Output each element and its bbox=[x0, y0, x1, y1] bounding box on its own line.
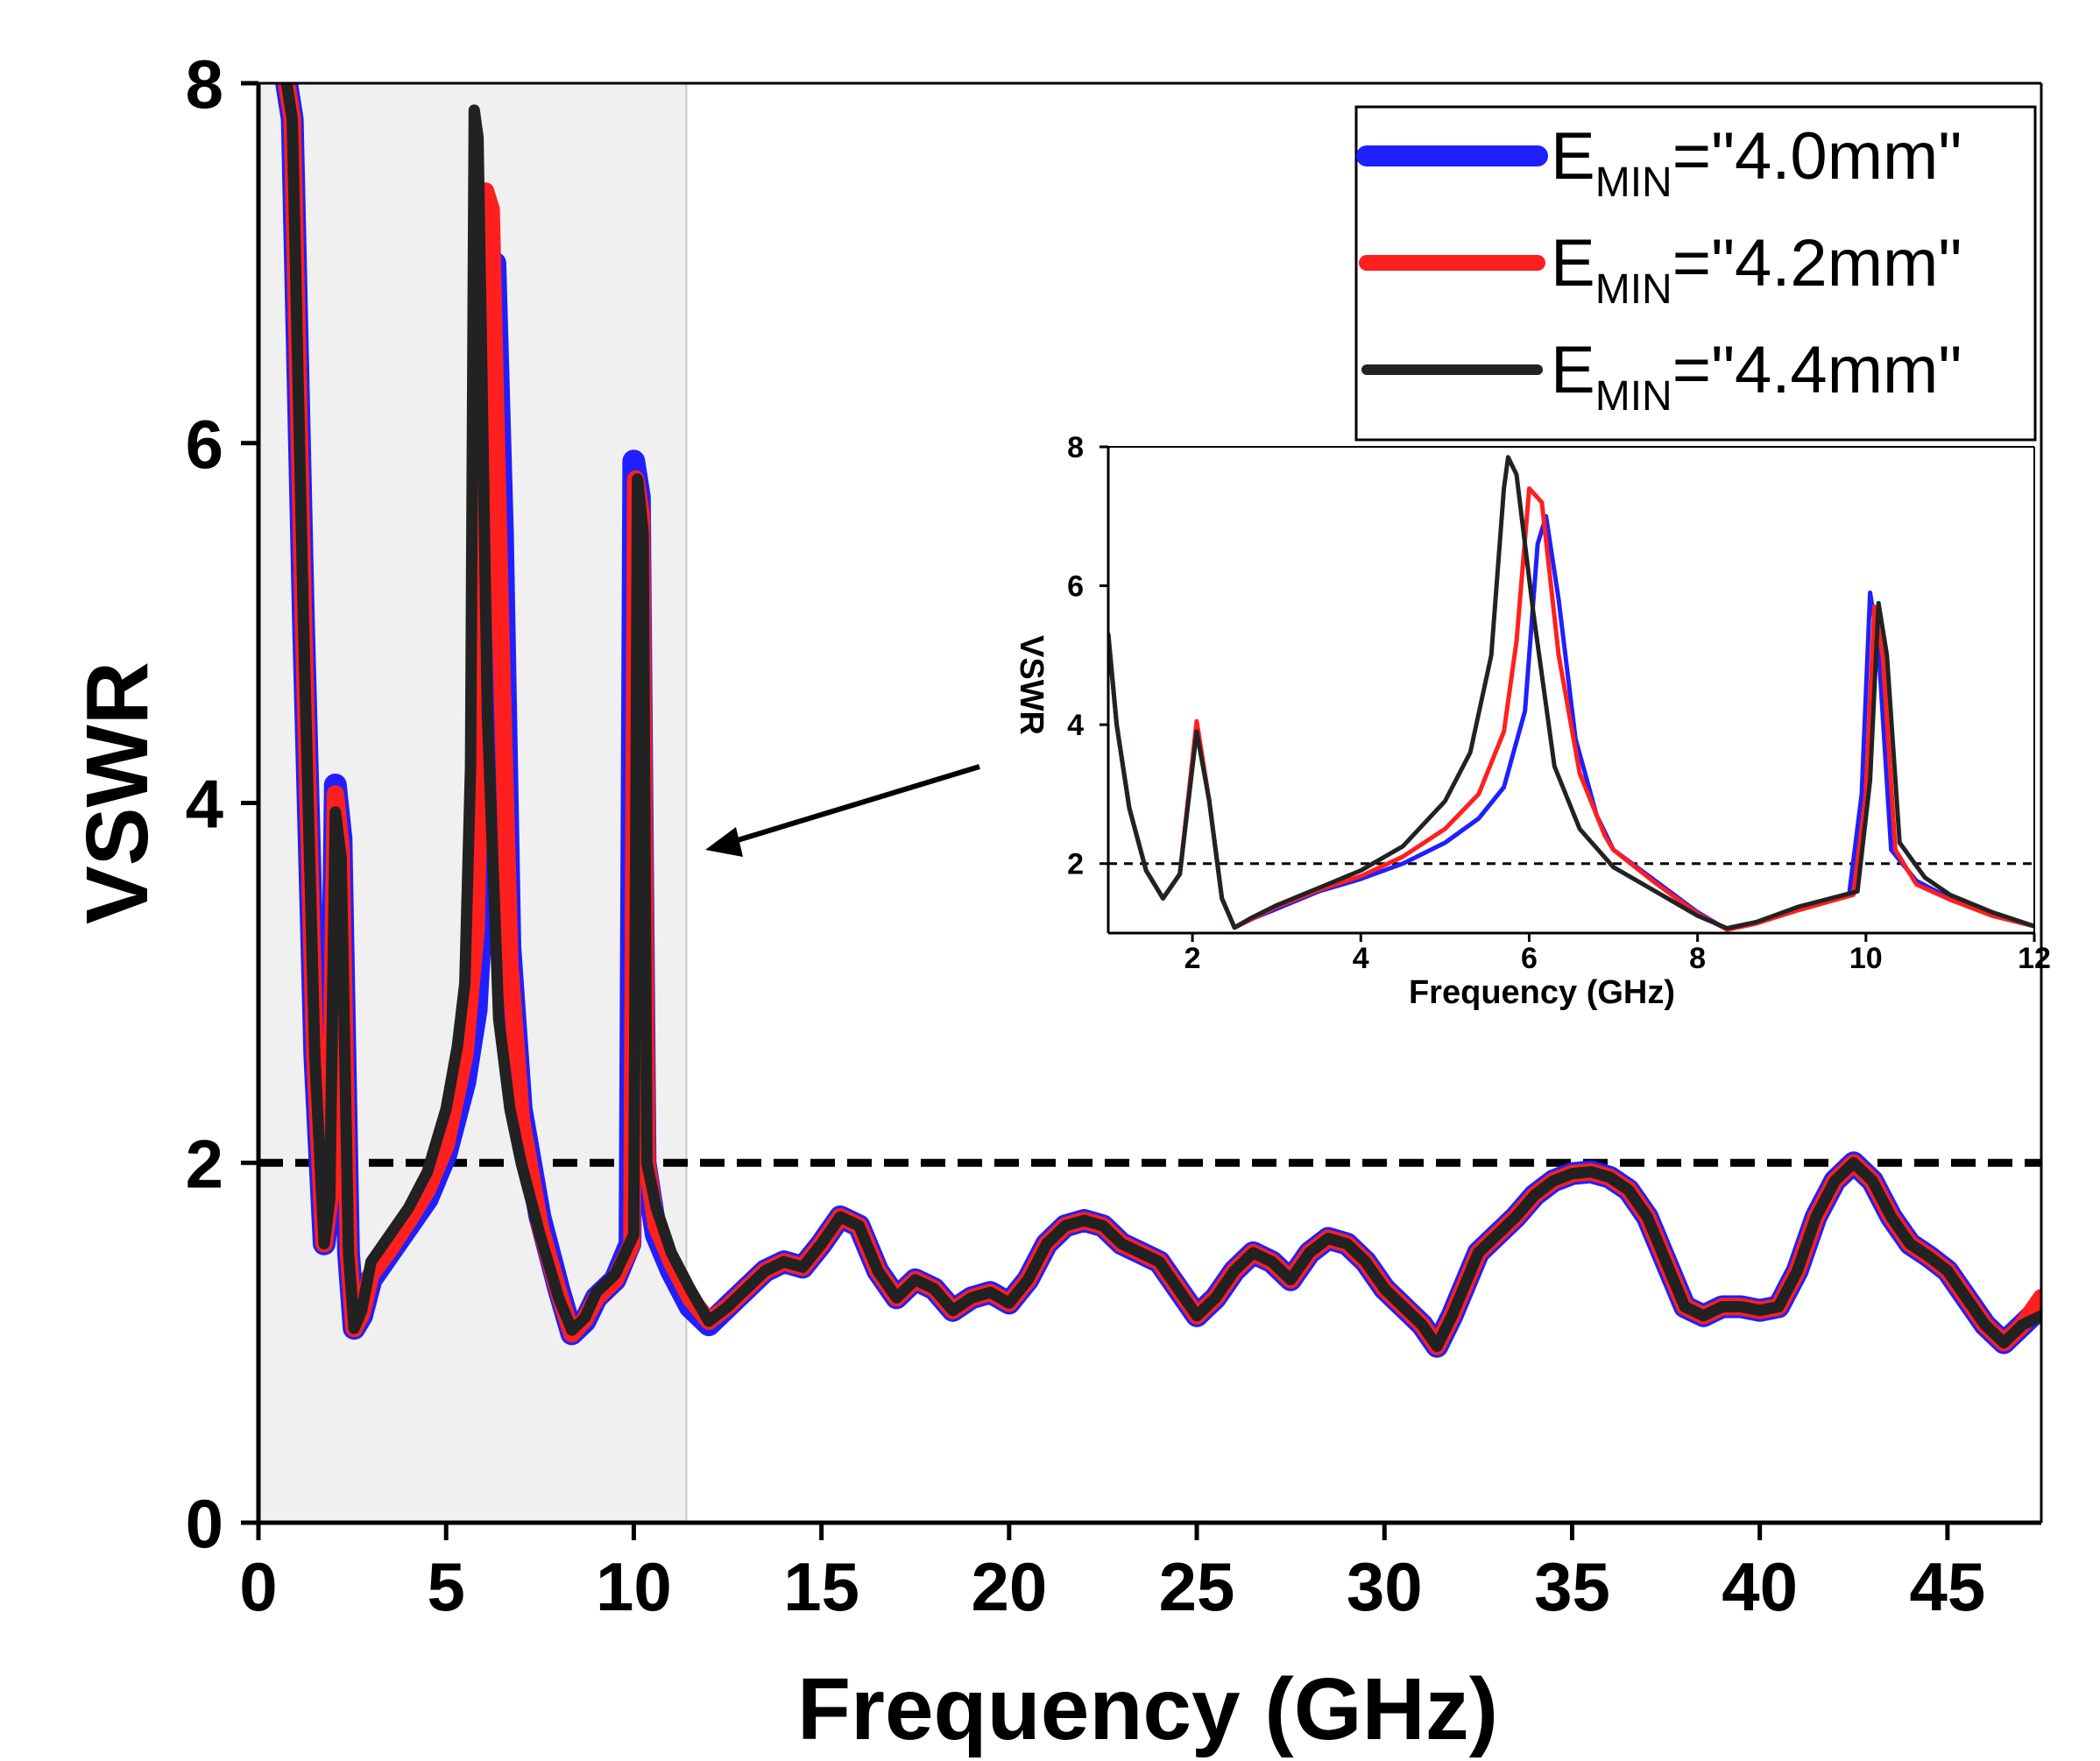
legend-entries: EMIN="4.0mm" EMIN="4.2mm" EMIN="4.4mm" bbox=[1356, 119, 1962, 420]
main-x-tick-label: 35 bbox=[1534, 1548, 1610, 1625]
inset-axes bbox=[1107, 446, 2035, 935]
x-axis-title: Frequency (GHz) bbox=[797, 1660, 1498, 1758]
inset-x-axis-title: Frequency (GHz) bbox=[1409, 974, 1675, 1011]
main-y-tick-label: 8 bbox=[186, 46, 223, 123]
inset-series-line-2 bbox=[1108, 455, 2034, 930]
inset-x-tick-label: 12 bbox=[2018, 942, 2051, 975]
main-y-tick-label: 0 bbox=[186, 1485, 223, 1562]
inset-y-tick-label: 2 bbox=[1067, 848, 1084, 881]
main-x-tick-label: 10 bbox=[596, 1548, 672, 1625]
main-x-tick-label: 20 bbox=[971, 1548, 1047, 1625]
main-x-tick-label: 25 bbox=[1159, 1548, 1235, 1625]
inset-x-tick-label: 8 bbox=[1689, 942, 1706, 975]
inset-x-tick-label: 10 bbox=[1849, 942, 1883, 975]
inset-ticks: 2 4 6 8 10 12 2 4 6 8 bbox=[1067, 431, 2051, 975]
main-y-tick-label: 4 bbox=[186, 766, 223, 843]
legend-label-1: EMIN="4.2mm" bbox=[1551, 226, 1962, 313]
main-y-tick-label: 6 bbox=[186, 406, 223, 483]
pointer-arrow bbox=[705, 764, 980, 857]
main-x-tick-label: 40 bbox=[1722, 1548, 1798, 1625]
arrow-shaft bbox=[728, 764, 980, 845]
main-x-tick-label: 45 bbox=[1910, 1548, 1986, 1625]
inset-plot: 2 4 6 8 10 12 2 4 6 8 Frequency (GHz) VSWR bbox=[1013, 431, 2051, 1011]
main-ticks: 0 5 10 15 20 25 30 35 40 45 0 2 4 6 8 bbox=[186, 46, 1986, 1625]
y-axis-title: VSWR bbox=[68, 661, 166, 924]
inset-series-group bbox=[1108, 455, 2034, 932]
inset-y-tick-label: 6 bbox=[1067, 570, 1084, 604]
inset-y-tick-label: 4 bbox=[1067, 709, 1084, 742]
main-x-tick-label: 5 bbox=[428, 1548, 465, 1625]
main-x-tick-label: 30 bbox=[1347, 1548, 1423, 1625]
legend-label-0: EMIN="4.0mm" bbox=[1551, 119, 1962, 206]
main-y-tick-label: 2 bbox=[186, 1125, 223, 1202]
inset-y-tick-label: 8 bbox=[1067, 431, 1084, 464]
arrow-head bbox=[705, 827, 743, 857]
legend: EMIN="4.0mm" EMIN="4.2mm" EMIN="4.4mm" bbox=[1354, 105, 2037, 442]
inset-x-tick-label: 6 bbox=[1521, 942, 1538, 975]
inset-y-axis-title: VSWR bbox=[1013, 635, 1050, 735]
inset-x-tick-label: 4 bbox=[1353, 942, 1369, 975]
main-series-group bbox=[274, 83, 2041, 1358]
main-series-line-2 bbox=[280, 83, 2041, 1353]
main-x-tick-label: 0 bbox=[239, 1548, 277, 1625]
inset-x-tick-label: 2 bbox=[1184, 942, 1201, 975]
main-x-tick-label: 15 bbox=[783, 1548, 859, 1625]
legend-label-2: EMIN="4.4mm" bbox=[1551, 333, 1962, 420]
